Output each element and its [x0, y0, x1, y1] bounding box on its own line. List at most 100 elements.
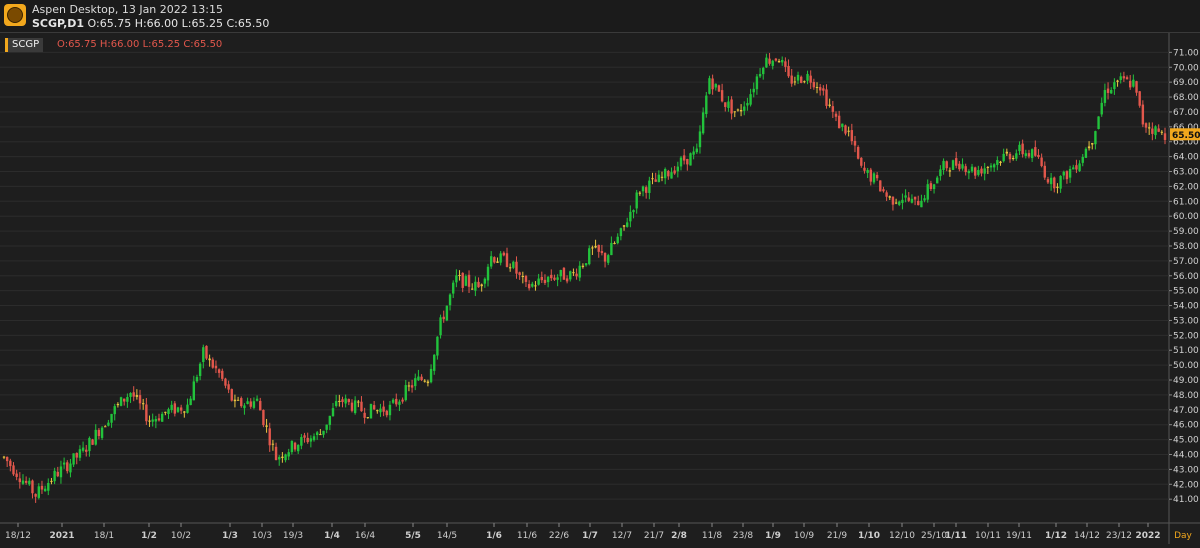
- candle-body: [812, 81, 816, 88]
- candle-body: [483, 278, 487, 284]
- candle-body: [189, 398, 192, 406]
- candle-body: [875, 174, 879, 179]
- candle-body: [464, 276, 468, 286]
- candle-body: [126, 397, 129, 402]
- x-tick-label: 22/6: [549, 531, 569, 541]
- y-tick-label: 48.00: [1173, 391, 1199, 401]
- candle-body: [429, 368, 433, 383]
- candle-body: [334, 401, 338, 407]
- x-tick-label: 11/6: [517, 531, 537, 541]
- candle-body: [489, 256, 493, 267]
- candle-body: [499, 253, 502, 263]
- candle-body: [322, 430, 325, 435]
- candle-body: [622, 225, 626, 227]
- candle-body: [341, 399, 344, 403]
- candle-body: [205, 345, 208, 359]
- candle-body: [176, 407, 180, 412]
- y-tick-label: 60.00: [1173, 212, 1199, 222]
- candle-body: [290, 440, 294, 453]
- candle-body: [803, 81, 806, 83]
- candle-body: [629, 211, 632, 222]
- candle-body: [1129, 80, 1132, 88]
- y-tick-label: 56.00: [1173, 272, 1199, 282]
- candle-body: [1113, 82, 1116, 90]
- y-tick-label: 45.00: [1173, 436, 1199, 446]
- candle-body: [1141, 104, 1145, 125]
- y-tick-label: 44.00: [1173, 450, 1199, 460]
- x-tick-label: 1/3: [222, 531, 238, 541]
- candle-body: [673, 170, 676, 174]
- candle-body: [1100, 102, 1103, 115]
- candlestick-chart-svg[interactable]: 41.00 42.00 43.00 44.00 45.00 46.00 47.00 48.00…: [0, 33, 1200, 544]
- candle-body: [366, 417, 370, 419]
- candle-body: [603, 252, 607, 262]
- candle-body: [996, 160, 999, 165]
- y-tick-label: 70.00: [1173, 63, 1199, 73]
- candle-body: [885, 192, 888, 197]
- candle-body: [43, 488, 47, 492]
- candle-body: [287, 452, 290, 457]
- candle-body: [1160, 131, 1164, 133]
- y-tick-label: 62.00: [1173, 182, 1199, 192]
- y-tick-label: 55.00: [1173, 287, 1199, 297]
- candle-body: [977, 169, 980, 175]
- candle-body: [562, 267, 566, 280]
- candle-body: [85, 449, 88, 452]
- candle-body: [278, 457, 281, 460]
- candle-body: [1081, 157, 1084, 163]
- candle-body: [271, 443, 275, 445]
- candle-body: [1154, 126, 1157, 136]
- candle-body: [433, 354, 436, 371]
- candle-body: [660, 176, 664, 178]
- plot-background: [0, 33, 1169, 523]
- candle-body: [360, 401, 363, 412]
- last-price-marker: [1170, 128, 1200, 141]
- candle-body: [1106, 88, 1110, 93]
- candle-body: [452, 282, 455, 294]
- y-tick-label: 52.00: [1173, 331, 1199, 341]
- y-tick-label: 61.00: [1173, 197, 1199, 207]
- candle-body: [202, 347, 205, 363]
- candle-body: [1008, 153, 1012, 160]
- candle-body: [1094, 131, 1097, 145]
- candle-body: [91, 439, 94, 445]
- candle-body: [233, 399, 237, 402]
- candle-body: [62, 462, 66, 465]
- candle-body: [470, 288, 474, 290]
- candle-body: [227, 384, 230, 390]
- candle-body: [866, 170, 869, 173]
- candle-body: [1024, 153, 1028, 156]
- candle-body: [486, 266, 490, 281]
- candle-body: [480, 284, 483, 287]
- candle-body: [695, 148, 699, 153]
- y-tick-label: 65.00: [1173, 138, 1199, 148]
- candle-body: [217, 369, 221, 373]
- candle-body: [1021, 143, 1024, 155]
- candle-body: [588, 248, 591, 265]
- candle-body: [436, 336, 439, 356]
- candle-body: [426, 381, 430, 384]
- candle-body: [31, 480, 34, 494]
- candle-body: [907, 197, 910, 201]
- candle-body: [613, 243, 616, 245]
- candle-body: [5, 456, 9, 462]
- y-tick-label: 49.00: [1173, 376, 1199, 386]
- candle-body: [898, 201, 901, 205]
- candle-body: [936, 177, 939, 184]
- candle-body: [1132, 79, 1135, 87]
- price-chart[interactable]: 41.00 42.00 43.00 44.00 45.00 46.00 47.00 48.00…: [0, 33, 1200, 544]
- x-tick-label: 1/12: [1045, 531, 1067, 541]
- candle-body: [382, 406, 385, 412]
- candle-body: [521, 275, 525, 277]
- candle-body: [12, 465, 15, 475]
- candle-body: [1068, 169, 1072, 178]
- candle-body: [1062, 171, 1065, 176]
- candle-body: [758, 74, 762, 77]
- candle-body: [920, 200, 923, 208]
- candle-body: [132, 392, 135, 397]
- candle-body: [939, 169, 942, 177]
- candle-body: [850, 130, 854, 142]
- y-tick-label: 71.00: [1173, 48, 1199, 58]
- candle-body: [230, 389, 233, 401]
- symbol-badge[interactable]: SCGP: [5, 38, 44, 52]
